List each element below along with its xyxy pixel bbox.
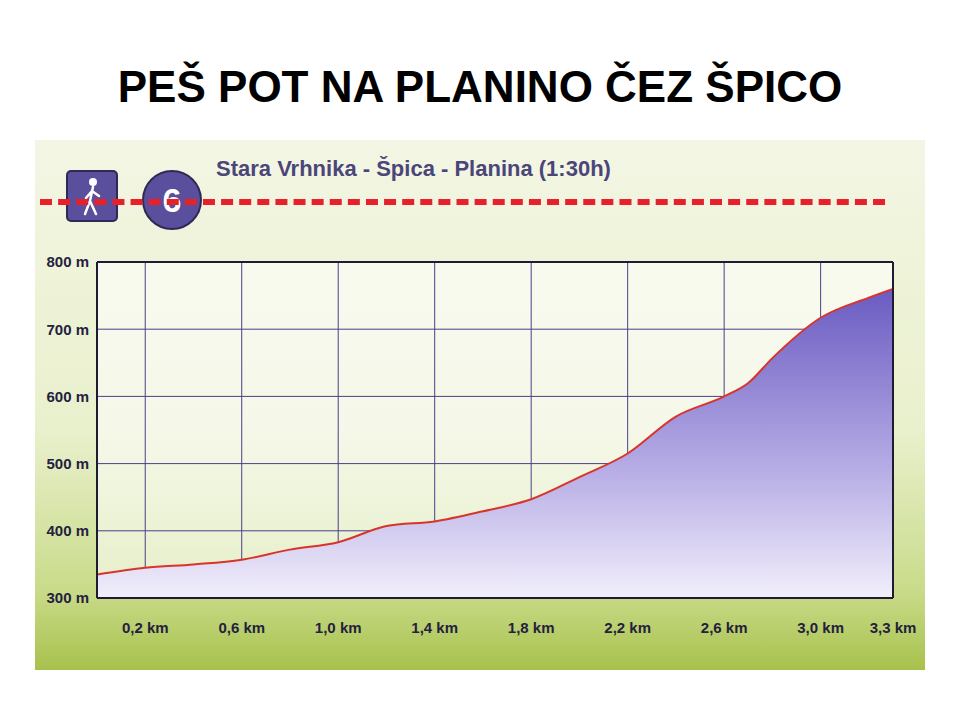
svg-text:3,0 km: 3,0 km [797, 619, 844, 636]
svg-text:1,8 km: 1,8 km [508, 619, 555, 636]
svg-text:2,6 km: 2,6 km [701, 619, 748, 636]
svg-text:1,0 km: 1,0 km [315, 619, 362, 636]
svg-text:1,4 km: 1,4 km [411, 619, 458, 636]
svg-text:2,2 km: 2,2 km [604, 619, 651, 636]
svg-text:3,3 km: 3,3 km [870, 619, 917, 636]
svg-text:500 m: 500 m [46, 455, 89, 472]
svg-text:800 m: 800 m [46, 253, 89, 270]
svg-text:400 m: 400 m [46, 522, 89, 539]
html-text:Stara Vrhnika - Špica - Planin: Stara Vrhnika - Špica - Planina (1:30h) [216, 156, 611, 181]
svg-text:6: 6 [162, 181, 182, 219]
svg-text:600 m: 600 m [46, 388, 89, 405]
svg-text:700 m: 700 m [46, 321, 89, 338]
svg-text:0,6 km: 0,6 km [218, 619, 265, 636]
html-text:PEŠ POT NA PLANINO ČEZ ŠPICO: PEŠ POT NA PLANINO ČEZ ŠPICO [117, 62, 843, 111]
svg-text:0,2 km: 0,2 km [122, 619, 169, 636]
svg-text:300 m: 300 m [46, 589, 89, 606]
